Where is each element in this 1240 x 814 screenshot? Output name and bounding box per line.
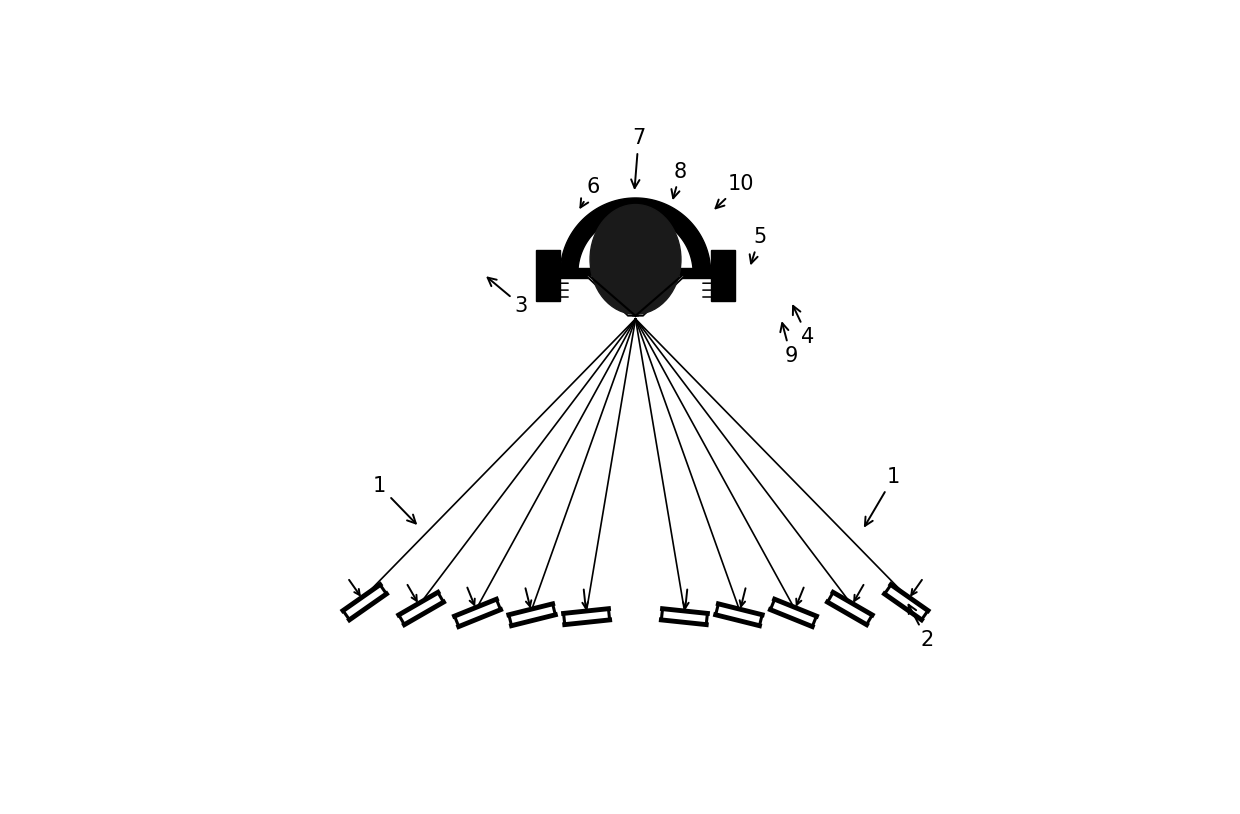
Polygon shape (455, 599, 501, 627)
Text: 5: 5 (750, 227, 766, 264)
Text: 10: 10 (715, 174, 754, 208)
Polygon shape (827, 593, 872, 624)
Polygon shape (661, 609, 707, 624)
Polygon shape (715, 604, 763, 626)
Text: 3: 3 (487, 278, 528, 316)
Bar (537, 250, 560, 301)
Text: 9: 9 (780, 323, 797, 366)
Text: 8: 8 (671, 162, 687, 199)
Text: 6: 6 (580, 177, 600, 208)
Bar (694, 257, 706, 268)
Text: 1: 1 (866, 467, 900, 526)
Ellipse shape (590, 204, 681, 314)
Polygon shape (632, 275, 686, 316)
Text: 1: 1 (373, 476, 415, 523)
Polygon shape (770, 599, 816, 627)
Polygon shape (564, 609, 610, 624)
Polygon shape (560, 198, 711, 274)
Bar (565, 257, 577, 268)
Polygon shape (343, 584, 387, 619)
Polygon shape (884, 584, 928, 619)
Bar (711, 250, 734, 301)
Text: 2: 2 (909, 605, 934, 650)
Polygon shape (585, 275, 639, 316)
Bar (560, 268, 711, 278)
Text: 4: 4 (792, 306, 815, 347)
Polygon shape (508, 604, 556, 626)
Polygon shape (399, 593, 444, 624)
Text: 7: 7 (631, 129, 645, 188)
